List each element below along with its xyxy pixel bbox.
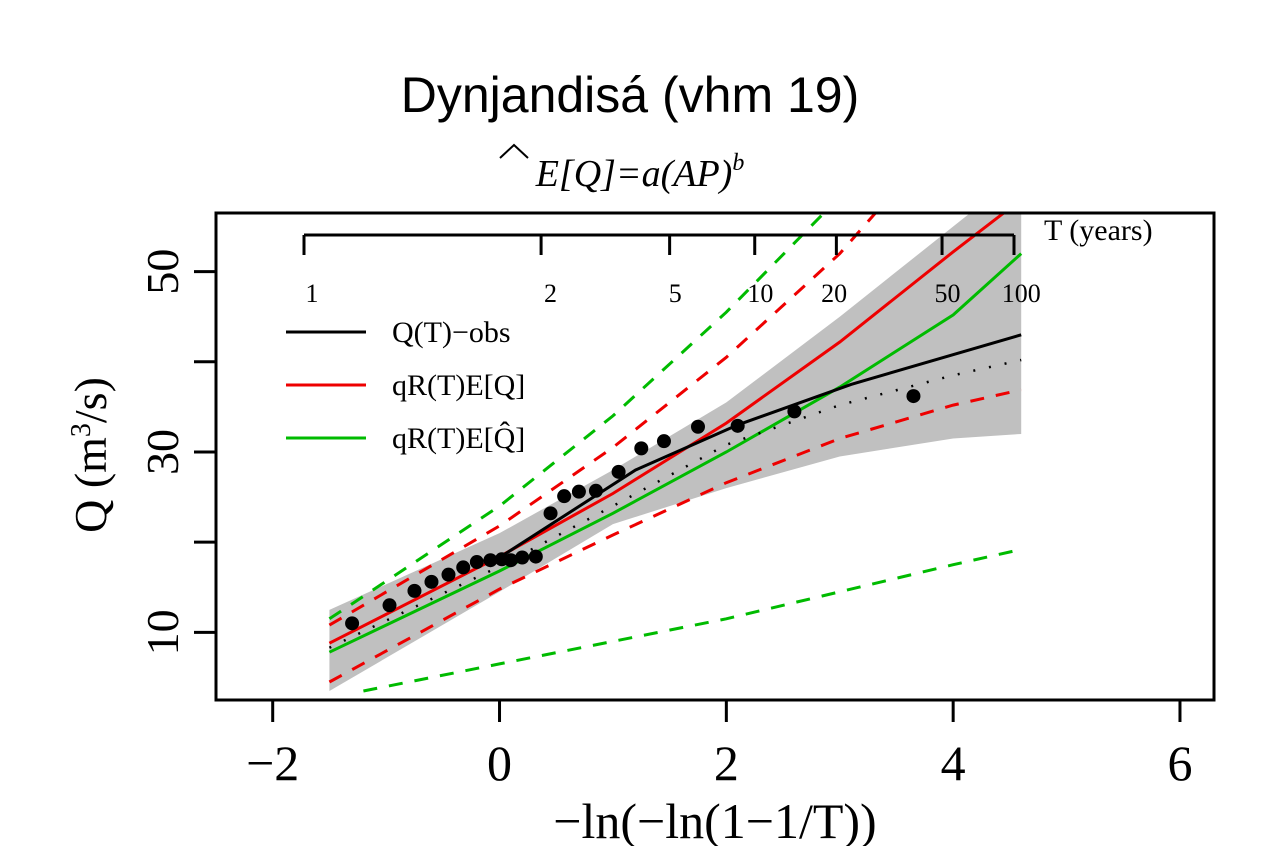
subtitle-hat-symbol: Q [574,153,601,195]
x-tick-label: 6 [1167,735,1192,791]
data-point [787,404,802,419]
series-line-upper-1 [328,213,878,627]
data-point [656,434,671,449]
chart-subtitle: E[Q]=a(AP)b [499,143,745,195]
data-point [441,567,456,582]
data-point [515,550,530,565]
top-axis-label: T (years) [1044,214,1153,247]
x-tick-label: 4 [941,735,966,791]
data-point [424,574,439,589]
plot-frame [214,211,1216,702]
data-point [469,555,484,570]
data-point [382,598,397,613]
top-axis-tick-label: 1 [306,279,319,308]
series-line-lower-5 [363,547,1022,693]
legend-label: qR(T)E[Q̂] [392,421,525,455]
legend-label: qR(T)E[Q] [392,369,525,402]
data-point [634,441,649,456]
data-point [588,483,603,498]
x-tick-label: −2 [246,735,299,791]
x-tick-label: 2 [714,735,739,791]
top-axis-tick-label: 20 [821,279,847,308]
x-tick-label: 0 [487,735,512,791]
y-tick-label: 30 [137,429,188,475]
plot-area [328,213,1023,693]
subtitle-hat-mark [499,143,529,159]
data-point [407,583,422,598]
series-line-main-3 [328,252,1023,654]
data-point [906,389,921,404]
subtitle-superscript: b [732,150,744,176]
y-axis-label-superscript: 3 [66,423,97,437]
top-axis-tick-label: 5 [669,279,682,308]
data-point [611,464,626,479]
axes: −2 0 2 4 6 10 30 50 [137,249,1192,791]
x-axis-label: −ln(−ln(1−1/T)) [553,793,876,846]
y-axis-label-suffix: /s) [65,377,116,423]
data-point [557,489,572,504]
data-point [571,484,586,499]
subtitle-prefix: E[ [535,153,576,195]
subtitle-suffix: ]=a(AP) [600,153,732,195]
series-line-upper-4 [328,213,827,621]
data-point [730,418,745,433]
data-point [528,549,543,564]
chart-title: Dynjandisá (vhm 19) [401,67,860,123]
y-axis-label: Q (m3/s) [65,377,116,533]
top-axis-tick-label: 100 [1002,279,1041,308]
y-tick-label: 50 [137,249,188,295]
top-axis-tick-label: 2 [544,279,557,308]
data-point [483,553,498,568]
svg-text:E[Q]=a(AP)b: E[Q]=a(AP)b [535,150,745,195]
y-tick-label: 10 [137,609,188,655]
data-point [543,506,558,521]
top-axis-tick-label: 50 [934,279,960,308]
data-point [690,419,705,434]
top-axis-tick-label: 10 [747,279,773,308]
y-axis-label-prefix: Q (m [65,437,116,533]
legend-label: Q(T)−obs [392,316,511,349]
top-axis: 1 2 5 10 20 50 100 T (years) [302,214,1153,308]
data-point [503,553,518,568]
data-point [345,616,360,631]
series-line-lower-2 [328,388,1022,684]
data-point [456,560,471,575]
legend: Q(T)−obs qR(T)E[Q] qR(T)E[Q̂] [286,316,525,455]
